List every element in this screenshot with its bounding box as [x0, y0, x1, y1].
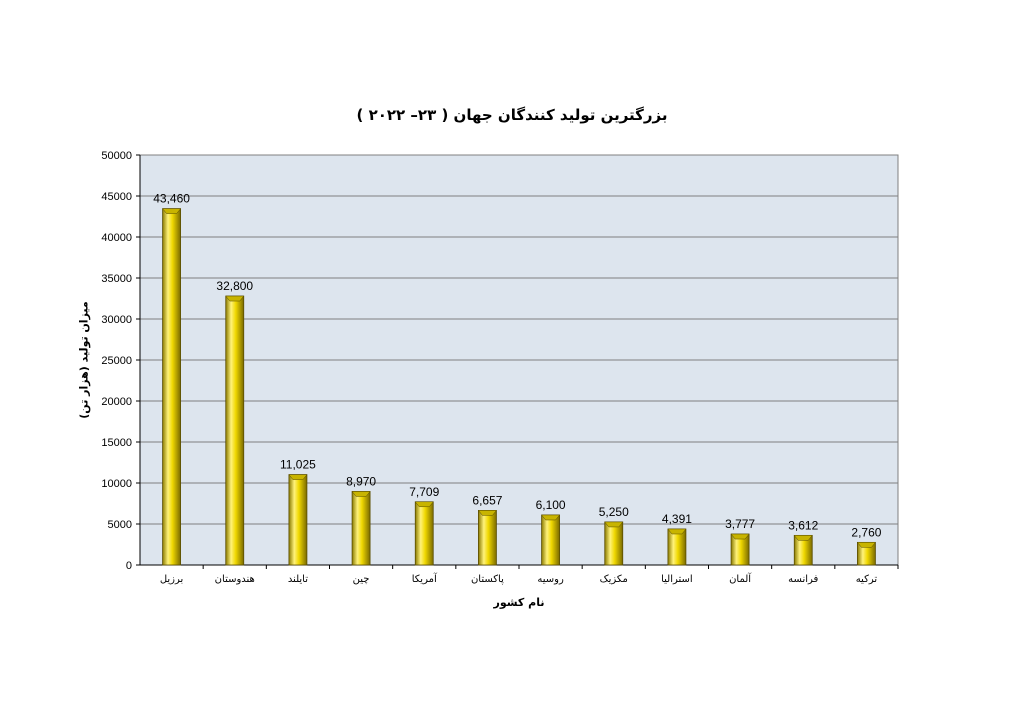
- x-tick-label: ترکیه: [856, 574, 878, 585]
- bar-top: [477, 510, 497, 516]
- x-tick-label: چین: [353, 574, 370, 585]
- x-tick-label: فرانسه: [788, 574, 818, 585]
- bar-top: [667, 528, 687, 535]
- bar-top: [856, 542, 876, 548]
- y-tick-label: 0: [126, 560, 132, 572]
- x-tick-label: مکزیک: [600, 574, 628, 585]
- y-tick-label: 5000: [108, 519, 132, 531]
- data-label: 32,800: [216, 279, 253, 293]
- chart-title: بزرگترین تولید کنندگان جهان ( ۲۳– ۲۰۲۲ ): [356, 106, 668, 124]
- bar-top: [288, 474, 308, 480]
- bar: [541, 514, 560, 566]
- bar-top: [793, 535, 813, 541]
- bar: [288, 474, 308, 566]
- x-tick-label: هندوستان: [215, 574, 255, 585]
- data-label: 7,709: [409, 485, 439, 499]
- x-tick-label: آمریکا: [412, 572, 438, 585]
- y-tick-label: 45000: [101, 191, 132, 203]
- data-label: 4,391: [662, 512, 692, 526]
- y-tick-label: 15000: [101, 437, 132, 449]
- x-axis-label: نام کشور: [493, 596, 545, 609]
- y-tick-label: 40000: [101, 232, 132, 244]
- bar-top: [604, 521, 624, 528]
- data-label: 3,777: [725, 517, 755, 531]
- bar: [162, 208, 181, 566]
- bar-top: [225, 295, 245, 302]
- x-tick-label: روسیه: [537, 574, 564, 585]
- y-tick-label: 20000: [101, 396, 132, 408]
- data-label: 3,612: [788, 518, 818, 532]
- x-tick-label: استرالیا: [661, 574, 693, 585]
- y-tick-label: 35000: [101, 273, 132, 285]
- data-label: 6,657: [472, 493, 502, 507]
- x-tick-label: برزیل: [160, 574, 184, 585]
- bar-top: [162, 208, 182, 214]
- x-tick-label: تایلند: [288, 574, 308, 585]
- y-tick-label: 50000: [101, 150, 132, 162]
- bar: [351, 491, 371, 566]
- data-label: 6,100: [536, 498, 566, 512]
- y-tick-label: 10000: [101, 478, 132, 490]
- data-label: 2,760: [851, 525, 881, 539]
- y-tick-label: 25000: [101, 355, 132, 367]
- bar: [478, 510, 497, 566]
- x-tick-label: پاکستان: [471, 574, 504, 585]
- bar: [414, 501, 434, 566]
- data-label: 5,250: [599, 505, 629, 519]
- x-tick-label: آلمان: [729, 572, 752, 585]
- bar-top: [351, 491, 371, 497]
- bar: [604, 521, 624, 566]
- bar-top: [541, 514, 561, 521]
- data-label: 43,460: [153, 192, 190, 206]
- data-label: 8,970: [346, 474, 376, 488]
- data-label: 11,025: [280, 458, 316, 472]
- bar-top: [730, 533, 750, 540]
- y-tick-label: 30000: [101, 314, 132, 326]
- bar: [667, 528, 687, 566]
- bar: [225, 295, 245, 566]
- bar-top: [414, 501, 434, 508]
